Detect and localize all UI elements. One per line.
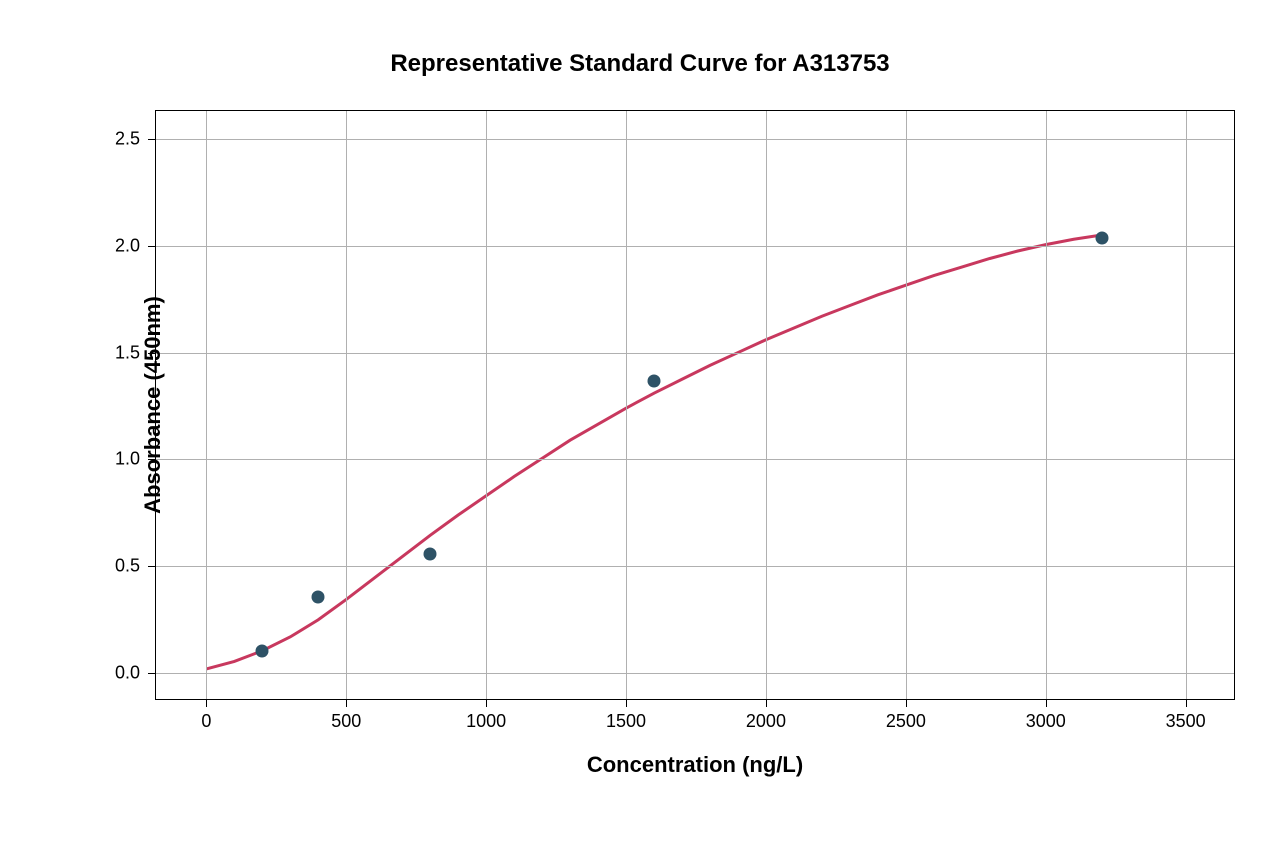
grid-line-horizontal [156,353,1234,354]
y-tick-label: 0.0 [115,663,140,684]
y-axis-label: Absorbance (450nm) [140,255,166,555]
y-tick [148,139,156,140]
x-tick-label: 0 [201,711,211,732]
grid-line-vertical [346,111,347,699]
curve-path-svg [156,111,1234,699]
grid-line-vertical [206,111,207,699]
grid-line-vertical [1186,111,1187,699]
grid-line-horizontal [156,459,1234,460]
grid-line-horizontal [156,139,1234,140]
y-tick-label: 0.5 [115,556,140,577]
plot-area: 05001000150020002500300035000.00.51.01.5… [155,110,1235,700]
x-tick [626,699,627,707]
y-tick [148,673,156,674]
data-point [1095,232,1108,245]
grid-line-horizontal [156,566,1234,567]
grid-line-vertical [626,111,627,699]
y-tick [148,246,156,247]
y-tick-label: 2.5 [115,128,140,149]
data-point [648,375,661,388]
grid-line-vertical [906,111,907,699]
data-point [424,547,437,560]
x-tick-label: 2000 [746,711,786,732]
chart-title: Representative Standard Curve for A31375… [0,50,1280,78]
grid-line-vertical [1046,111,1047,699]
x-tick-label: 500 [331,711,361,732]
x-tick [1186,699,1187,707]
x-axis-label: Concentration (ng/L) [587,752,803,778]
x-tick [766,699,767,707]
x-tick [1046,699,1047,707]
y-tick-label: 2.0 [115,235,140,256]
fitted-curve [206,235,1101,669]
y-tick [148,566,156,567]
grid-line-vertical [766,111,767,699]
x-tick [486,699,487,707]
x-tick [906,699,907,707]
chart-container: Representative Standard Curve for A31375… [0,0,1280,845]
x-tick-label: 3500 [1166,711,1206,732]
grid-line-vertical [486,111,487,699]
y-tick-label: 1.0 [115,449,140,470]
data-point [256,644,269,657]
y-tick-label: 1.5 [115,342,140,363]
data-point [312,591,325,604]
grid-line-horizontal [156,246,1234,247]
x-tick-label: 1500 [606,711,646,732]
x-tick-label: 1000 [466,711,506,732]
grid-line-horizontal [156,673,1234,674]
x-tick [206,699,207,707]
x-tick [346,699,347,707]
x-tick-label: 3000 [1026,711,1066,732]
x-tick-label: 2500 [886,711,926,732]
